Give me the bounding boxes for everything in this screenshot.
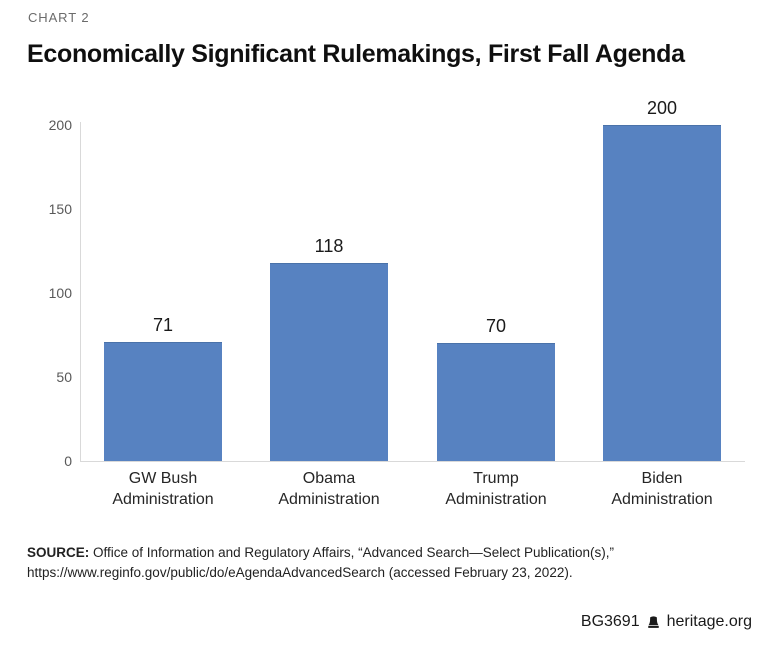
source-text-1: Office of Information and Regulatory Aff… xyxy=(89,545,615,560)
chart-kicker: CHART 2 xyxy=(28,10,90,25)
y-tick-label-50: 50 xyxy=(56,369,72,385)
bar-value-obama: 118 xyxy=(314,236,344,256)
source-note: SOURCE: Office of Information and Regula… xyxy=(27,543,762,583)
footer-site: heritage.org xyxy=(666,613,752,630)
x-axis-line xyxy=(80,461,745,462)
source-text-2: https://www.reginfo.gov/public/do/eAgend… xyxy=(27,565,573,580)
category-label-trump: Trump Administration xyxy=(445,470,547,508)
bar-obama xyxy=(270,263,388,461)
bar-value-gw-bush: 71 xyxy=(152,315,174,335)
bar-trump xyxy=(437,343,555,461)
y-tick-label-150: 150 xyxy=(48,201,72,217)
category-label-obama: Obama Administration xyxy=(278,470,380,508)
bar-gw-bush xyxy=(104,342,222,461)
y-tick-label-200: 200 xyxy=(48,117,72,133)
bar-value-trump: 70 xyxy=(485,316,507,336)
page-title: Economically Significant Rulemakings, Fi… xyxy=(27,40,685,68)
source-label: SOURCE: xyxy=(27,545,90,560)
category-label-gw-bush: GW Bush Administration xyxy=(112,470,214,508)
bar-value-biden: 200 xyxy=(646,98,678,118)
category-label-biden: Biden Administration xyxy=(611,470,713,508)
report-id: BG3691 xyxy=(580,613,640,630)
y-axis-line xyxy=(80,122,81,461)
liberty-bell-icon xyxy=(646,615,661,630)
y-tick-label-100: 100 xyxy=(48,285,72,301)
bar-biden xyxy=(603,125,721,461)
source-line-1: SOURCE: Office of Information and Regula… xyxy=(27,543,762,563)
y-tick-label-0: 0 xyxy=(64,453,72,469)
footer: BG3691 heritage.org xyxy=(581,612,752,632)
